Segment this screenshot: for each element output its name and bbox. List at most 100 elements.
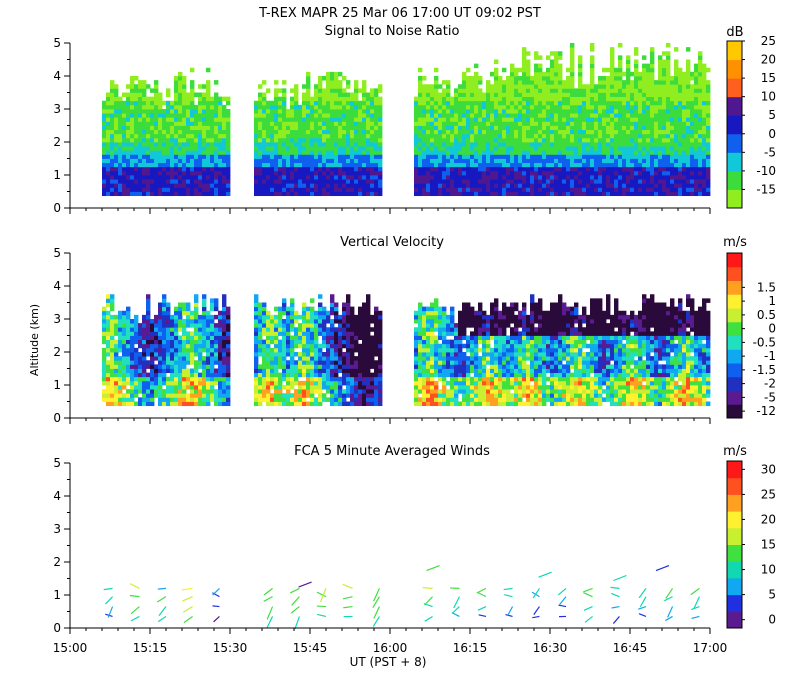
heat-cell	[162, 100, 167, 106]
heat-cell	[534, 158, 539, 164]
heat-cell	[290, 298, 295, 303]
heat-cell	[678, 92, 683, 98]
heat-cell	[582, 162, 587, 168]
heat-cell	[322, 129, 327, 135]
heat-cell	[274, 117, 279, 122]
heat-cell	[690, 187, 695, 192]
heat-cell	[182, 170, 187, 176]
heat-cell	[674, 129, 679, 135]
heat-cell	[558, 146, 563, 151]
heat-cell	[154, 137, 159, 143]
heat-cell	[254, 183, 259, 188]
heat-cell	[522, 47, 527, 52]
heat-cell	[646, 150, 651, 155]
heat-cell	[634, 154, 639, 159]
heat-cell	[462, 96, 467, 102]
heat-cell	[586, 100, 591, 106]
heat-cell	[558, 142, 563, 147]
heat-cell	[258, 372, 263, 378]
heat-cell	[430, 179, 435, 184]
heat-cell	[702, 142, 707, 147]
heat-cell	[158, 339, 163, 345]
heat-cell	[282, 158, 287, 164]
heat-cell	[274, 113, 279, 118]
heat-cell	[218, 96, 223, 102]
heat-cell	[522, 88, 527, 93]
heat-cell	[162, 129, 167, 135]
heat-cell	[702, 170, 707, 176]
heat-cell	[122, 104, 127, 110]
heat-cell	[706, 125, 711, 131]
heat-cell	[554, 125, 559, 131]
heat-cell	[502, 129, 507, 135]
heat-cell	[202, 347, 207, 353]
heat-cell	[450, 96, 455, 102]
heat-cell	[654, 84, 659, 89]
heat-cell	[118, 397, 123, 402]
heat-cell	[218, 125, 223, 131]
heat-cell	[206, 67, 211, 73]
heat-cell	[118, 121, 123, 126]
heat-cell	[474, 137, 479, 143]
heat-cell	[474, 133, 479, 139]
heat-cell	[510, 158, 515, 164]
heat-cell	[650, 121, 655, 126]
heat-cell	[378, 113, 383, 118]
heat-cell	[158, 314, 163, 320]
heat-cell	[310, 191, 315, 197]
heat-cell	[138, 166, 143, 172]
heat-cell	[138, 162, 143, 168]
heat-cell	[670, 162, 675, 168]
heat-cell	[182, 92, 187, 98]
heat-cell	[178, 125, 183, 131]
heat-cell	[462, 150, 467, 155]
heat-cell	[166, 356, 171, 361]
heat-cell	[438, 109, 443, 114]
heat-cell	[170, 129, 175, 135]
heat-cell	[110, 360, 115, 365]
heat-cell	[210, 175, 215, 180]
heat-cell	[534, 67, 539, 73]
heat-cell	[294, 166, 299, 172]
heat-cell	[530, 191, 535, 197]
heat-cell	[110, 104, 115, 110]
heat-cell	[146, 133, 151, 139]
heat-cell	[430, 158, 435, 164]
heat-cell	[190, 376, 195, 382]
heat-cell	[670, 84, 675, 89]
heat-cell	[322, 175, 327, 180]
heat-cell	[154, 142, 159, 147]
heat-cell	[170, 187, 175, 192]
heat-cell	[498, 117, 503, 122]
heat-cell	[554, 175, 559, 180]
heat-cell	[574, 92, 579, 98]
heat-cell	[178, 191, 183, 197]
heat-cell	[314, 117, 319, 122]
heat-cell	[494, 166, 499, 172]
heat-cell	[542, 80, 547, 85]
heat-cell	[510, 150, 515, 155]
heat-cell	[682, 121, 687, 126]
y-tick-label: 2	[53, 135, 61, 149]
heat-cell	[570, 137, 575, 143]
heat-cell	[226, 347, 231, 353]
heat-cell	[318, 191, 323, 197]
heat-cell	[506, 104, 511, 110]
heat-cell	[126, 183, 131, 188]
heat-cell	[578, 150, 583, 155]
heat-cell	[534, 84, 539, 89]
heat-cell	[142, 319, 147, 324]
heat-cell	[166, 125, 171, 131]
heat-cell	[530, 84, 535, 89]
heat-cell	[546, 142, 551, 147]
heat-cell	[266, 364, 271, 369]
heat-cell	[330, 133, 335, 139]
heat-cell	[118, 310, 123, 316]
heat-cell	[490, 170, 495, 176]
heat-cell	[222, 347, 227, 353]
heat-cell	[206, 356, 211, 361]
heat-cell	[562, 104, 567, 110]
heat-cell	[138, 92, 143, 98]
heat-cell	[606, 179, 611, 184]
heat-cell	[326, 137, 331, 143]
